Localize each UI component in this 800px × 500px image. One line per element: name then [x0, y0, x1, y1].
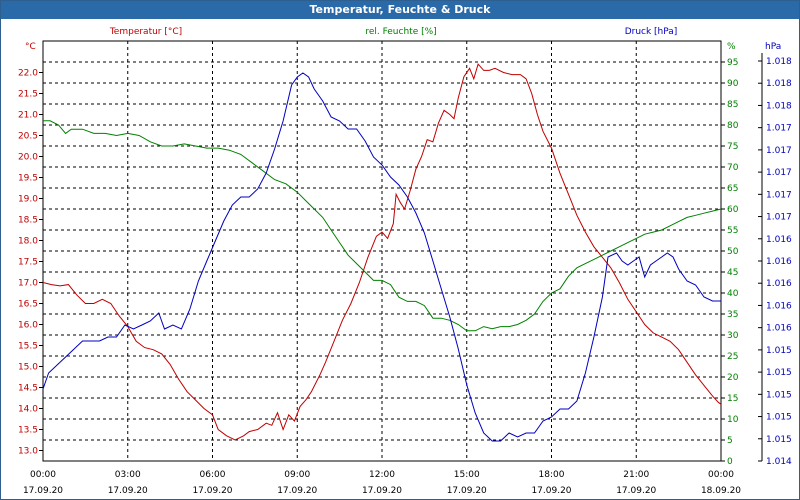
temperature-tick-label: 21.5 [18, 90, 38, 100]
pressure-tick-label: 1.018 [766, 101, 792, 111]
humidity-tick-label: 95 [727, 58, 738, 68]
humidity-tick-label: 0 [727, 457, 733, 467]
pressure-tick-label: 1.018 [766, 79, 792, 89]
temperature-tick-label: 20.0 [18, 153, 38, 163]
grid [42, 40, 722, 462]
x-tick-time-label: 12:00 [369, 470, 395, 480]
humidity-tick-label: 90 [727, 79, 739, 89]
humidity-tick-label: 40 [727, 289, 739, 299]
temperature-unit-label: °C [25, 42, 36, 52]
temperature-tick-label: 15.5 [18, 342, 38, 352]
x-tick-time-label: 03:00 [115, 470, 141, 480]
pressure-tick-label: 1.016 [766, 279, 792, 289]
chart-title: Temperatur, Feuchte & Druck [1, 1, 799, 19]
temperature-tick-label: 22.0 [18, 69, 38, 79]
humidity-tick-label: 10 [727, 415, 739, 425]
pressure-tick-label: 1.015 [766, 346, 792, 356]
humidity-tick-label: 50 [727, 247, 739, 257]
pressure-tick-label: 1.017 [766, 146, 792, 156]
x-tick-date-label: 18.09.20 [701, 486, 741, 496]
x-tick-time-label: 09:00 [284, 470, 310, 480]
pressure-tick-label: 1.017 [766, 213, 792, 223]
pressure-tick-label: 1.016 [766, 257, 792, 267]
temperature-tick-label: 18.5 [18, 216, 38, 226]
pressure-tick-label: 1.015 [766, 390, 792, 400]
x-tick-date-label: 17.09.20 [23, 486, 63, 496]
humidity-unit-label: % [727, 42, 736, 52]
x-tick-date-label: 17.09.20 [192, 486, 232, 496]
humidity-series-line [43, 120, 722, 332]
temperature-tick-label: 18.0 [18, 237, 38, 247]
temperature-tick-label: 19.0 [18, 195, 38, 205]
temperature-axis-title: Temperatur [°C] [109, 27, 182, 37]
pressure-tick-label: 1.016 [766, 301, 792, 311]
pressure-tick-label: 1.017 [766, 124, 792, 134]
pressure-axis-title: Druck [hPa] [625, 27, 678, 37]
pressure-unit-label: hPa [765, 42, 781, 52]
humidity-tick-label: 15 [727, 394, 738, 404]
x-tick-time-label: 00:00 [708, 470, 734, 480]
temperature-tick-label: 16.5 [18, 300, 38, 310]
temperature-tick-label: 13.0 [18, 447, 38, 457]
temperature-tick-label: 20.5 [18, 132, 38, 142]
humidity-tick-label: 35 [727, 310, 738, 320]
x-tick-date-label: 17.09.20 [447, 486, 487, 496]
pressure-series-line [42, 72, 721, 442]
temperature-tick-label: 17.0 [18, 279, 38, 289]
humidity-axis-title: rel. Feuchte [%] [365, 27, 436, 37]
humidity-tick-label: 5 [727, 436, 733, 446]
humidity-tick-label: 70 [727, 163, 739, 173]
x-tick-time-label: 18:00 [539, 470, 565, 480]
x-tick-date-label: 17.09.20 [108, 486, 148, 496]
humidity-tick-label: 25 [727, 352, 738, 362]
pressure-tick-label: 1.015 [766, 368, 792, 378]
pressure-tick-label: 1.018 [766, 57, 792, 67]
humidity-tick-label: 85 [727, 100, 738, 110]
pressure-tick-label: 1.014 [766, 457, 792, 467]
humidity-tick-label: 65 [727, 184, 738, 194]
temperature-tick-label: 16.0 [18, 321, 38, 331]
x-tick-time-label: 00:00 [30, 470, 56, 480]
x-tick-time-label: 06:00 [200, 470, 226, 480]
temperature-tick-label: 13.5 [18, 426, 38, 436]
humidity-tick-label: 20 [727, 373, 739, 383]
x-tick-date-label: 17.09.20 [362, 486, 402, 496]
temperature-tick-label: 15.0 [18, 363, 38, 373]
humidity-tick-label: 75 [727, 142, 738, 152]
humidity-tick-label: 45 [727, 268, 738, 278]
x-tick-time-label: 21:00 [623, 470, 649, 480]
pressure-tick-label: 1.015 [766, 413, 792, 423]
temperature-tick-label: 17.5 [18, 258, 38, 268]
pressure-tick-label: 1.016 [766, 235, 792, 245]
temperature-tick-label: 21.0 [18, 111, 38, 121]
pressure-tick-label: 1.017 [766, 168, 792, 178]
pressure-tick-label: 1.016 [766, 324, 792, 334]
x-tick-date-label: 17.09.20 [277, 486, 317, 496]
temperature-tick-label: 14.0 [18, 405, 38, 415]
x-tick-time-label: 15:00 [454, 470, 480, 480]
x-tick-date-label: 17.09.20 [531, 486, 571, 496]
temperature-series-line [42, 63, 722, 441]
humidity-tick-label: 55 [727, 226, 738, 236]
plot-area [42, 63, 722, 442]
temperature-tick-label: 14.5 [18, 384, 38, 394]
x-tick-date-label: 17.09.20 [616, 486, 656, 496]
temperature-tick-label: 19.5 [18, 174, 38, 184]
axes: 00:00 17.09.20 03:00 17.09.20 06:00 17.09.20 0… [18, 27, 792, 496]
humidity-tick-label: 30 [727, 331, 739, 341]
humidity-tick-label: 80 [727, 121, 739, 131]
pressure-tick-label: 1.017 [766, 190, 792, 200]
pressure-tick-label: 1.015 [766, 435, 792, 445]
humidity-tick-label: 60 [727, 205, 739, 215]
